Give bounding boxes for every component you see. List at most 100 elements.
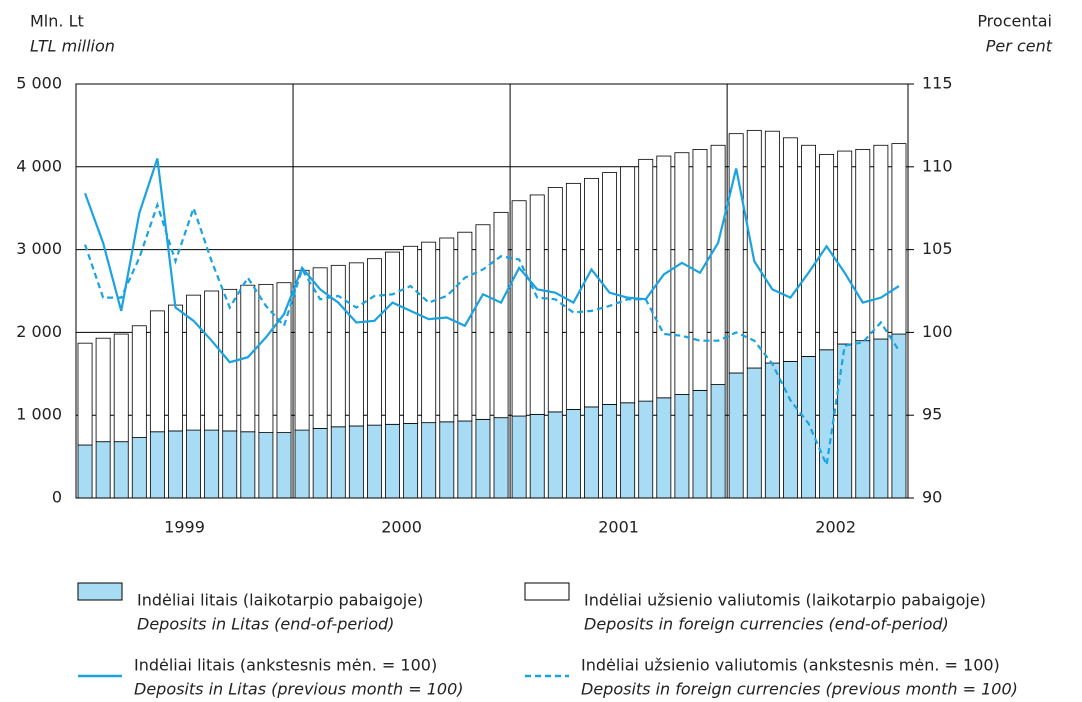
legend-label-en: Deposits in Litas (end-of-period) [137, 615, 394, 634]
y-tick-label: 0 [52, 488, 62, 507]
bar [728, 372, 744, 499]
bar [131, 437, 147, 499]
bar [385, 251, 400, 425]
y2-tick-label: 100 [922, 322, 953, 341]
bar [186, 294, 202, 431]
bar [801, 144, 816, 357]
bar [348, 425, 364, 499]
bar [620, 166, 636, 404]
y-label: Mln. Lt [30, 12, 84, 31]
bar [475, 224, 491, 420]
legend-label: Indėliai litais (laikotarpio pabaigoje) [137, 591, 423, 610]
bar [620, 402, 636, 499]
line [84, 201, 900, 469]
y-tick-label: 4 000 [16, 156, 62, 175]
bar [819, 349, 835, 499]
bar [565, 182, 581, 410]
bar [837, 343, 853, 499]
bar [638, 400, 654, 499]
bar [403, 245, 419, 424]
bar [475, 418, 491, 499]
bar [602, 172, 618, 405]
y-label-en: LTL million [30, 37, 115, 56]
bar [746, 367, 762, 499]
legend-swatch [524, 582, 570, 601]
bar [131, 325, 147, 438]
bar [113, 441, 129, 499]
bar [565, 409, 581, 499]
bar [602, 404, 618, 499]
bar [330, 426, 346, 499]
plot-frame [75, 83, 909, 499]
bar [168, 430, 183, 499]
legend-label: Indėliai užsienio valiutomis (laikotarpi… [584, 591, 986, 610]
bar [855, 149, 871, 342]
bar [511, 200, 527, 417]
y-tick-label: 1 000 [16, 405, 62, 424]
bar [240, 431, 256, 499]
bar [95, 337, 111, 443]
x-tick-label: 1999 [164, 518, 205, 537]
bar [258, 283, 274, 433]
bar [421, 422, 437, 499]
legend-label-en: Deposits in foreign currencies (end-of-p… [584, 615, 949, 634]
bar [204, 429, 220, 499]
y2-tick-label: 115 [922, 74, 953, 93]
y-tick-label: 2 000 [16, 322, 62, 341]
bar [855, 340, 871, 499]
bar [312, 267, 328, 429]
y2-tick-label: 110 [922, 156, 953, 175]
y-tick-label: 5 000 [16, 74, 62, 93]
legend-label: Indėliai litais (ankstesnis mėn. = 100) [134, 656, 437, 675]
bar [403, 423, 419, 499]
bar [819, 153, 835, 351]
bar [746, 129, 762, 369]
bar [782, 360, 798, 499]
bar [764, 130, 780, 364]
bar [421, 241, 437, 424]
bar [638, 158, 654, 402]
bar [258, 432, 274, 499]
bar [77, 342, 93, 446]
bar [529, 413, 545, 499]
x-tick-label: 2000 [381, 518, 422, 537]
y-tick-label: 3 000 [16, 239, 62, 258]
bar [222, 430, 238, 499]
bar [330, 264, 346, 428]
y2-tick-label: 105 [922, 239, 953, 258]
bar [728, 133, 744, 374]
bar [674, 394, 690, 499]
legend-label: Indėliai užsienio valiutomis (ankstesnis… [581, 656, 1000, 675]
bar [529, 194, 545, 415]
bar [439, 421, 455, 499]
bar [366, 424, 382, 499]
bar [149, 431, 165, 499]
bar [186, 429, 202, 499]
bar [873, 144, 889, 340]
bar [656, 155, 672, 399]
bar [692, 389, 708, 499]
legend-label-en: Deposits in foreign currencies (previous… [581, 680, 1018, 699]
y2-tick-label: 95 [922, 405, 942, 424]
bar [584, 406, 599, 499]
bar [584, 177, 599, 408]
bar [77, 444, 93, 499]
line [84, 158, 900, 364]
bar [674, 152, 690, 395]
bar [764, 362, 780, 499]
bar [493, 417, 509, 499]
legend-swatch [77, 582, 123, 601]
bar [276, 282, 292, 433]
y2-tick-label: 90 [922, 488, 942, 507]
bar [457, 420, 473, 499]
bar [782, 137, 798, 362]
y2-label-en: Per cent [986, 37, 1053, 56]
bar [873, 338, 889, 499]
bar [547, 411, 563, 499]
bar [891, 143, 907, 335]
bar [294, 269, 310, 431]
x-tick-label: 2002 [815, 518, 856, 537]
bar [204, 290, 220, 431]
bar [493, 211, 509, 419]
bar [710, 384, 726, 499]
